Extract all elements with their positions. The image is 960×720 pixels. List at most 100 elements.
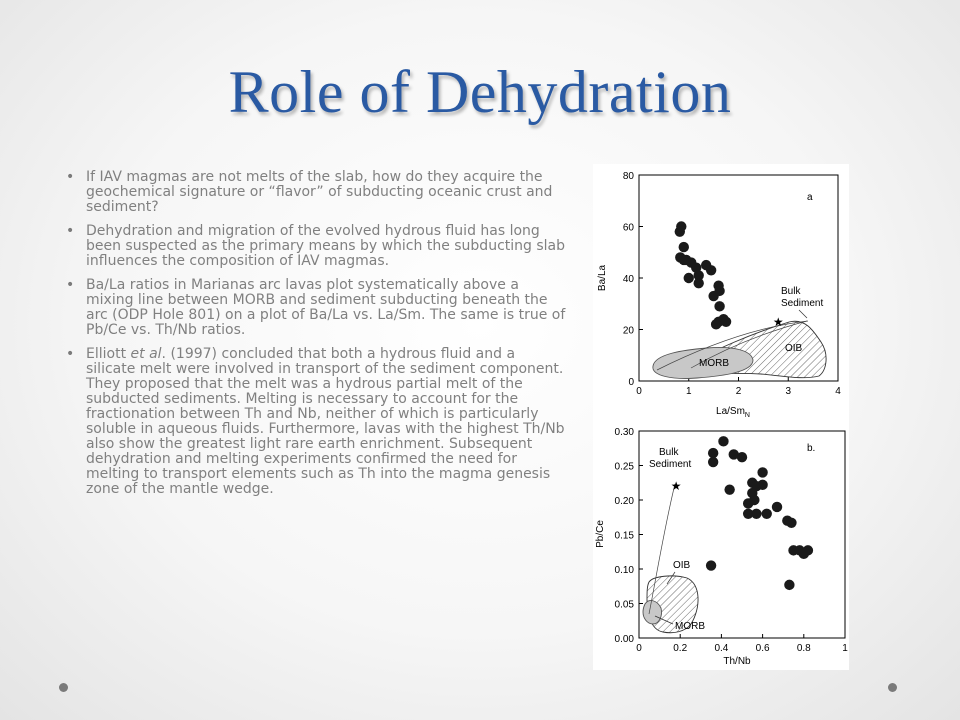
data-point-b bbox=[742, 508, 754, 519]
bulk-sediment-label-a-line1: Bulk bbox=[781, 286, 801, 297]
oib-label-a: OIB bbox=[785, 343, 803, 354]
data-point-b bbox=[784, 579, 795, 591]
oib-pointer-b bbox=[666, 571, 676, 585]
bullet-dot: • bbox=[66, 223, 75, 239]
mixing-line-a2 bbox=[690, 320, 808, 369]
bulk-sediment-label-b-line1: Bulk bbox=[659, 447, 679, 458]
data-point-a bbox=[683, 272, 694, 284]
y-tick-label-b: 0.00 bbox=[615, 634, 635, 645]
x-tick-label-a: 2 bbox=[736, 386, 742, 397]
data-point-b bbox=[751, 508, 762, 519]
x-tick-label-b: 0.8 bbox=[797, 643, 811, 654]
bulk-sediment-label-b-line2: Sediment bbox=[649, 459, 691, 470]
bullet-item: • Elliott et al. (1997) concluded that b… bbox=[66, 346, 568, 497]
y-tick-label-a: 80 bbox=[623, 171, 635, 182]
y-axis-label-a: Ba/La bbox=[597, 264, 608, 291]
data-point-b bbox=[707, 447, 719, 459]
data-point-b bbox=[761, 508, 772, 519]
y-tick-label-b: 0.15 bbox=[615, 531, 635, 542]
data-point-b bbox=[757, 467, 768, 478]
morb-pointer-b bbox=[654, 615, 674, 625]
data-point-b bbox=[771, 501, 783, 513]
data-point-b bbox=[728, 449, 739, 460]
bullet-item: • If IAV magmas are not melts of the sla… bbox=[66, 169, 568, 215]
data-point-b bbox=[707, 456, 719, 468]
data-point-a bbox=[693, 270, 704, 281]
morb-region-b bbox=[642, 600, 662, 625]
bullet-item: • Ba/La ratios in Marianas arc lavas plo… bbox=[66, 277, 568, 338]
nav-dot-left bbox=[59, 683, 68, 692]
morb-label-a: MORB bbox=[699, 358, 729, 369]
data-point-b bbox=[705, 560, 717, 571]
y-tick-label-a: 0 bbox=[628, 377, 634, 388]
data-point-b bbox=[736, 452, 748, 463]
points-b bbox=[705, 436, 814, 591]
y-tick-label-a: 40 bbox=[623, 274, 635, 285]
data-point-b bbox=[802, 545, 814, 556]
bullet-dot: • bbox=[66, 346, 75, 362]
bullet-text-start: Elliott bbox=[86, 346, 131, 362]
mixing-line-a bbox=[656, 320, 809, 371]
bullet-dot: • bbox=[66, 277, 75, 293]
y-tick-label-b: 0.30 bbox=[615, 427, 635, 438]
x-tick-label-a: 0 bbox=[636, 386, 642, 397]
nav-dot-right bbox=[888, 683, 897, 692]
data-point-a bbox=[710, 319, 722, 330]
bullet-dot: • bbox=[66, 169, 75, 185]
x-axis-label-a-sub: N bbox=[745, 412, 750, 419]
bullet-item: • Dehydration and migration of the evolv… bbox=[66, 223, 568, 269]
x-axis-label-b: Th/Nb bbox=[723, 656, 751, 667]
panel-label-b: b. bbox=[807, 443, 815, 454]
bulk-sediment-pointer-a bbox=[798, 309, 808, 319]
x-tick-label-b: 0 bbox=[636, 643, 642, 654]
data-point-b bbox=[786, 517, 797, 528]
data-point-b bbox=[757, 479, 768, 491]
bullet-text: Ba/La ratios in Marianas arc lavas plot … bbox=[86, 277, 566, 338]
mixing-line-b bbox=[648, 483, 676, 615]
data-point-a bbox=[714, 301, 725, 312]
data-point-b bbox=[718, 436, 729, 447]
data-point-a bbox=[720, 316, 732, 327]
morb-label-b: MORB bbox=[675, 621, 705, 632]
bulk-sediment-star-a: ★ bbox=[773, 315, 784, 329]
x-tick-label-b: 0.6 bbox=[756, 643, 770, 654]
morb-region-a bbox=[652, 347, 754, 379]
y-tick-label-b: 0.10 bbox=[615, 565, 635, 576]
x-tick-label-b: 0.2 bbox=[673, 643, 687, 654]
bullet-text-italic: et al bbox=[130, 346, 162, 362]
y-tick-label-b: 0.05 bbox=[615, 600, 635, 611]
x-axis-label-a: La/SmN bbox=[716, 406, 750, 419]
x-axis-label-a-main: La/Sm bbox=[716, 406, 745, 417]
slide-title: Role of Dehydration bbox=[228, 59, 732, 125]
chart-figure: 0 1 2 3 4 0 20 40 60 80 OIB MORB ★ Bulk Sediment … bbox=[593, 164, 849, 670]
points-a bbox=[674, 221, 732, 330]
y-tick-label-b: 0.25 bbox=[615, 462, 635, 473]
data-point-b bbox=[742, 498, 754, 509]
y-tick-label-b: 0.20 bbox=[615, 496, 635, 507]
bulk-sediment-label-a-line2: Sediment bbox=[781, 298, 823, 309]
x-tick-label-b: 0.4 bbox=[714, 643, 728, 654]
x-tick-label-b: 1 bbox=[842, 643, 848, 654]
y-tick-label-a: 20 bbox=[623, 326, 635, 337]
data-point-a bbox=[714, 285, 725, 297]
data-point-b bbox=[724, 484, 735, 495]
x-tick-label-a: 1 bbox=[686, 386, 692, 397]
y-tick-label-a: 60 bbox=[623, 223, 635, 234]
data-point-a bbox=[705, 265, 717, 276]
chart-panel-b: 0 0.2 0.4 0.6 0.8 1 0.00 0.05 0.10 0.15 0.20 0.25 0.… bbox=[595, 427, 848, 667]
data-point-a bbox=[678, 241, 689, 253]
bulk-sediment-star-b: ★ bbox=[671, 479, 682, 493]
data-point-a bbox=[676, 221, 687, 232]
bullet-text: If IAV magmas are not melts of the slab,… bbox=[86, 169, 553, 215]
oib-label-b: OIB bbox=[673, 560, 691, 571]
panel-label-a: a bbox=[807, 192, 813, 203]
x-tick-label-a: 4 bbox=[835, 386, 841, 397]
x-tick-label-a: 3 bbox=[785, 386, 791, 397]
bullet-list: • If IAV magmas are not melts of the sla… bbox=[66, 169, 568, 506]
ticks-b: 0 0.2 0.4 0.6 0.8 1 0.00 0.05 0.10 0.15 0.20 0.25 0.… bbox=[615, 427, 849, 654]
data-point-a bbox=[693, 277, 704, 289]
bullet-text: Dehydration and migration of the evolved… bbox=[86, 223, 566, 269]
